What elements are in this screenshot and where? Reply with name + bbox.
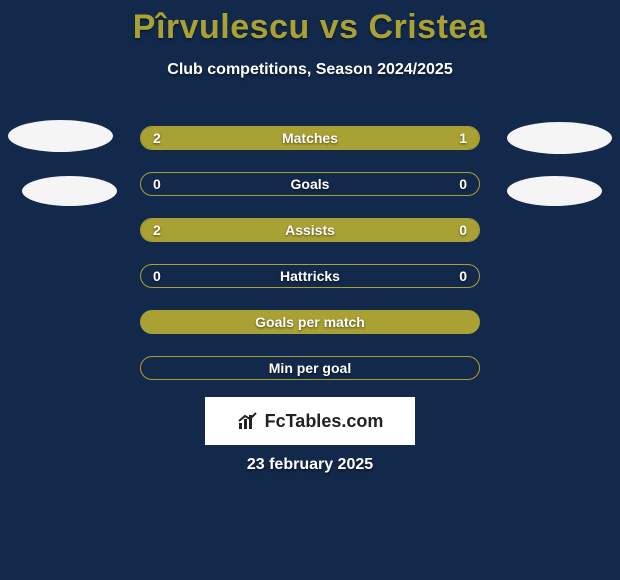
row-label: Min per goal [141, 357, 479, 379]
player-right-flag-placeholder [507, 176, 602, 206]
stat-row-min-per-goal: Min per goal [140, 356, 480, 380]
chart-icon [237, 411, 259, 431]
player-right-avatar-placeholder [507, 122, 612, 154]
stat-row-matches: 2 Matches 1 [140, 126, 480, 150]
stat-row-goals-per-match: Goals per match [140, 310, 480, 334]
row-label: Matches [141, 127, 479, 149]
player-left-flag-placeholder [22, 176, 117, 206]
source-logo: FcTables.com [205, 397, 415, 445]
snapshot-date: 23 february 2025 [0, 456, 620, 474]
stat-row-goals: 0 Goals 0 [140, 172, 480, 196]
comparison-rows: 2 Matches 1 0 Goals 0 2 Assists 0 0 Hatt… [140, 126, 480, 402]
value-right: 0 [459, 173, 467, 195]
stat-row-assists: 2 Assists 0 [140, 218, 480, 242]
row-label: Goals [141, 173, 479, 195]
page-subtitle: Club competitions, Season 2024/2025 [0, 61, 620, 79]
value-right: 0 [459, 265, 467, 287]
stat-row-hattricks: 0 Hattricks 0 [140, 264, 480, 288]
page-title: Pîrvulescu vs Cristea [0, 0, 620, 47]
player-left-avatar-placeholder [8, 120, 113, 152]
logo-text: FcTables.com [265, 411, 384, 432]
row-label: Goals per match [141, 311, 479, 333]
value-right: 1 [459, 127, 467, 149]
value-right: 0 [459, 219, 467, 241]
row-label: Hattricks [141, 265, 479, 287]
row-label: Assists [141, 219, 479, 241]
